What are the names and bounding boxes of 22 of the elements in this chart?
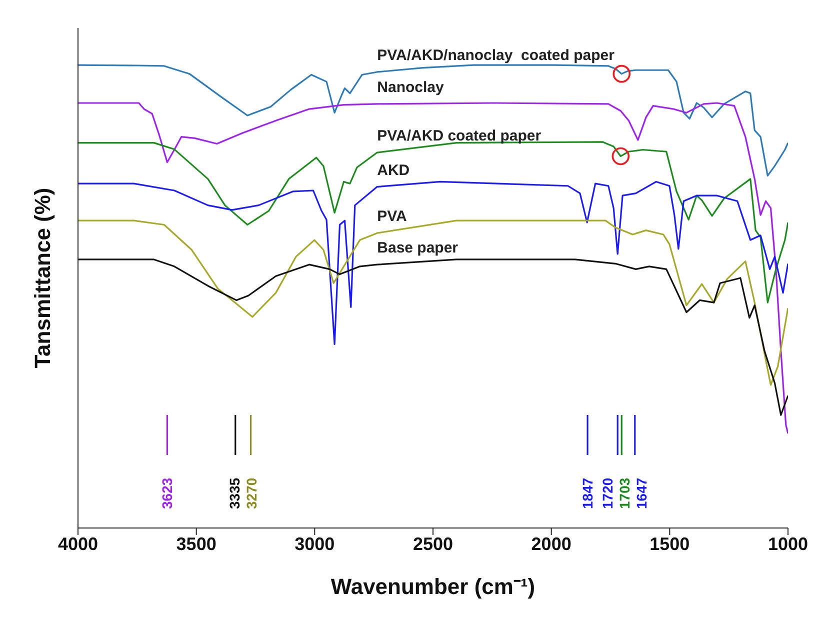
x-tick-label: 1500 [650,534,690,554]
ref-line-label: 1720 [600,478,616,509]
series-label: AKD [377,162,410,179]
x-tick-label: 1000 [768,534,808,554]
x-tick-label: 3500 [176,534,216,554]
series-label: Base paper [377,240,458,257]
x-tick-label: 2000 [531,534,572,554]
ref-line-label: 1703 [616,478,633,509]
series-label: Nanoclay [377,78,444,96]
series-label: PVA/AKD/nanoclay coated paper [377,46,615,64]
x-tick-label: 3000 [294,534,335,554]
x-axis-title: Wavenumber (cm⁻¹) [330,574,536,599]
ref-line-label: 3623 [159,478,176,509]
x-tick-label: 2500 [412,534,454,554]
series-label: PVA/AKD coated paper [377,128,542,145]
x-tick-label: 4000 [58,534,98,554]
ref-line-label: 1847 [580,478,596,509]
ref-line-label: 3270 [244,478,260,509]
y-axis-title: Tansmittance (%) [30,188,55,368]
series-label: PVA [377,208,408,226]
ref-line-label: 3335 [226,478,243,509]
ref-line-label: 1647 [634,478,650,509]
